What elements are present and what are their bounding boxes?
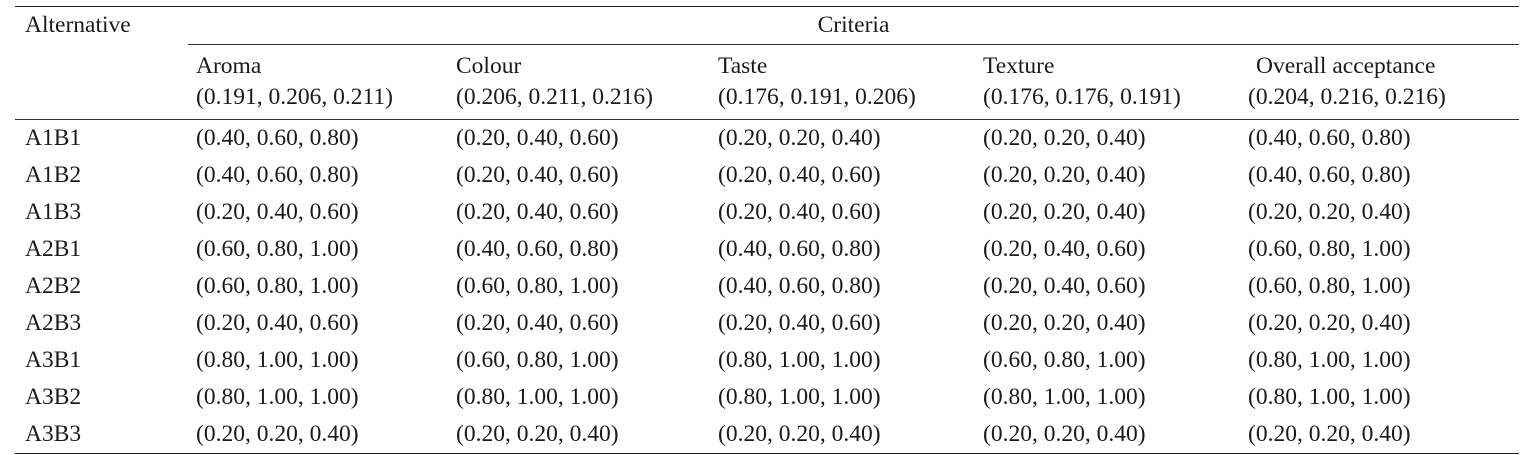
rating-cell: (0.80, 1.00, 1.00) xyxy=(718,346,881,373)
criterion-name: Colour xyxy=(456,53,522,79)
table-body: A1B1 (0.40, 0.60, 0.80) (0.20, 0.40, 0.60)… xyxy=(15,120,1519,454)
rating-cell: (0.40, 0.60, 0.80) xyxy=(718,272,881,299)
header-row: Alternative Criteria xyxy=(15,6,1519,120)
table-row: A1B1 (0.40, 0.60, 0.80) (0.20, 0.40, 0.60)… xyxy=(15,120,1519,158)
rating-cell: (0.60, 0.80, 1.00) xyxy=(983,346,1146,373)
criteria-group-header: Criteria xyxy=(188,6,1519,45)
rating-cell: (0.20, 0.40, 0.60) xyxy=(456,309,619,336)
alternative-cell: A2B1 xyxy=(25,235,82,262)
rating-cell: (0.60, 0.80, 1.00) xyxy=(1248,272,1411,299)
criterion-header-overall-acceptance: Overall acceptance (0.204, 0.216, 0.216) xyxy=(1248,45,1519,120)
rating-cell: (0.20, 0.40, 0.60) xyxy=(718,309,881,336)
rating-cell: (0.40, 0.60, 0.80) xyxy=(456,235,619,262)
rating-cell: (0.60, 0.80, 1.00) xyxy=(196,272,359,299)
rating-cell: (0.20, 0.20, 0.40) xyxy=(983,124,1146,151)
rating-cell: (0.80, 1.00, 1.00) xyxy=(718,383,881,410)
rating-cell: (0.20, 0.20, 0.40) xyxy=(983,416,1248,454)
table-row: A3B2 (0.80, 1.00, 1.00) (0.80, 1.00, 1.00)… xyxy=(15,379,1519,416)
alternative-cell: A3B1 xyxy=(25,346,82,373)
rating-cell: (0.20, 0.40, 0.60) xyxy=(718,198,881,225)
rating-cell: (0.80, 1.00, 1.00) xyxy=(196,383,359,410)
rating-cell: (0.80, 1.00, 1.00) xyxy=(456,383,619,410)
criterion-header-taste: Taste (0.176, 0.191, 0.206) xyxy=(718,45,983,120)
criterion-weight: (0.204, 0.216, 0.216) xyxy=(1248,84,1446,110)
fuzzy-decision-table: Alternative Criteria Aroma (0.191, 0.206… xyxy=(15,6,1519,454)
rating-cell: (0.20, 0.40, 0.60) xyxy=(196,309,359,336)
rating-cell: (0.20, 0.20, 0.40) xyxy=(456,416,718,454)
rating-cell: (0.80, 1.00, 1.00) xyxy=(1248,383,1411,410)
table-row: A1B2 (0.40, 0.60, 0.80) (0.20, 0.40, 0.60)… xyxy=(15,157,1519,194)
table-row: A2B1 (0.60, 0.80, 1.00) (0.40, 0.60, 0.80)… xyxy=(15,231,1519,268)
table-row: A3B1 (0.80, 1.00, 1.00) (0.60, 0.80, 1.00)… xyxy=(15,342,1519,379)
table-row: A3B3 (0.20, 0.20, 0.40) (0.20, 0.20, 0.40)… xyxy=(15,416,1519,454)
criterion-weight: (0.176, 0.191, 0.206) xyxy=(718,84,916,110)
table-row: A2B3 (0.20, 0.40, 0.60) (0.20, 0.40, 0.60)… xyxy=(15,305,1519,342)
rating-cell: (0.20, 0.20, 0.40) xyxy=(983,161,1146,188)
alternative-cell: A2B3 xyxy=(25,309,82,336)
rating-cell: (0.20, 0.40, 0.60) xyxy=(196,198,359,225)
rating-cell: (0.80, 1.00, 1.00) xyxy=(196,346,359,373)
alternative-cell: A3B3 xyxy=(15,416,188,454)
rating-cell: (0.20, 0.20, 0.40) xyxy=(188,416,456,454)
table-row: A2B2 (0.60, 0.80, 1.00) (0.60, 0.80, 1.00)… xyxy=(15,268,1519,305)
rating-cell: (0.20, 0.40, 0.60) xyxy=(983,272,1146,299)
alternative-cell: A3B2 xyxy=(25,383,82,410)
rating-cell: (0.60, 0.80, 1.00) xyxy=(1248,235,1411,262)
rating-cell: (0.40, 0.60, 0.80) xyxy=(196,161,359,188)
alternative-cell: A2B2 xyxy=(25,272,82,299)
criterion-weight: (0.191, 0.206, 0.211) xyxy=(196,84,393,110)
alternative-column-header: Alternative xyxy=(15,6,188,120)
criterion-header-texture: Texture (0.176, 0.176, 0.191) xyxy=(983,45,1248,120)
rating-cell: (0.20, 0.20, 0.40) xyxy=(718,416,983,454)
rating-cell: (0.40, 0.60, 0.80) xyxy=(196,124,359,151)
rating-cell: (0.20, 0.20, 0.40) xyxy=(1248,198,1411,225)
alternative-cell: A1B2 xyxy=(25,161,82,188)
rating-cell: (0.20, 0.40, 0.60) xyxy=(456,198,619,225)
criterion-name: Texture xyxy=(983,53,1055,79)
rating-cell: (0.60, 0.80, 1.00) xyxy=(456,346,619,373)
rating-cell: (0.60, 0.80, 1.00) xyxy=(196,235,359,262)
rating-cell: (0.20, 0.20, 0.40) xyxy=(983,309,1146,336)
rating-cell: (0.40, 0.60, 0.80) xyxy=(718,235,881,262)
rating-cell: (0.40, 0.60, 0.80) xyxy=(1248,124,1411,151)
criterion-name: Aroma xyxy=(196,53,262,79)
rating-cell: (0.20, 0.40, 0.60) xyxy=(456,161,619,188)
rating-cell: (0.20, 0.40, 0.60) xyxy=(456,124,619,151)
rating-cell: (0.20, 0.20, 0.40) xyxy=(718,124,881,151)
criterion-header-colour: Colour (0.206, 0.211, 0.216) xyxy=(456,45,718,120)
rating-cell: (0.20, 0.20, 0.40) xyxy=(1248,309,1411,336)
rating-cell: (0.80, 1.00, 1.00) xyxy=(983,383,1146,410)
criteria-row: Aroma (0.191, 0.206, 0.211) Colour (0.20… xyxy=(15,45,1519,120)
rating-cell: (0.80, 1.00, 1.00) xyxy=(1248,346,1411,373)
criterion-weight: (0.176, 0.176, 0.191) xyxy=(983,84,1181,110)
rating-cell: (0.20, 0.40, 0.60) xyxy=(718,161,881,188)
criterion-name: Taste xyxy=(718,53,768,79)
rating-cell: (0.20, 0.20, 0.40) xyxy=(983,198,1146,225)
alternative-cell: A1B3 xyxy=(25,198,82,225)
table-row: A1B3 (0.20, 0.40, 0.60) (0.20, 0.40, 0.60)… xyxy=(15,194,1519,231)
rating-cell: (0.40, 0.60, 0.80) xyxy=(1248,161,1411,188)
criterion-weight: (0.206, 0.211, 0.216) xyxy=(456,84,653,110)
criterion-header-aroma: Aroma (0.191, 0.206, 0.211) xyxy=(188,45,456,120)
rating-cell: (0.20, 0.40, 0.60) xyxy=(983,235,1146,262)
alternative-cell: A1B1 xyxy=(25,124,82,151)
rating-cell: (0.60, 0.80, 1.00) xyxy=(456,272,619,299)
rating-cell: (0.20, 0.20, 0.40) xyxy=(1248,416,1519,454)
criterion-name: Overall acceptance xyxy=(1256,53,1436,79)
